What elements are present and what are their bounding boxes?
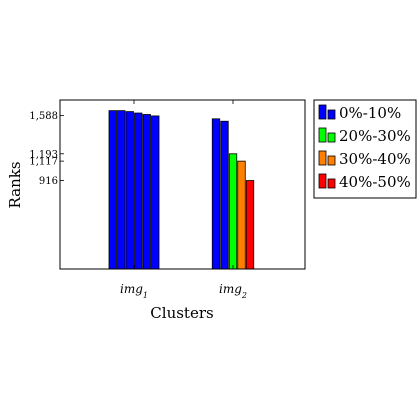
legend: 0%-10% 20%-30% 30%-40% 40%-50% xyxy=(314,100,416,198)
legend-label: 0%-10% xyxy=(339,104,401,122)
bars-layer xyxy=(109,111,254,269)
plot-frame xyxy=(60,100,305,269)
y-axis-title: Ranks xyxy=(6,161,24,208)
x-tick-label-img1: img1 xyxy=(120,282,148,300)
bar-img1-s0-2 xyxy=(126,112,134,269)
bar-img1-s0-0 xyxy=(109,111,117,269)
legend-swatch xyxy=(319,105,326,119)
bar-img2-s2-0 xyxy=(238,161,246,269)
bar-img1-s0-3 xyxy=(135,113,143,269)
bar-img2-s1-0 xyxy=(229,154,237,269)
legend-swatch xyxy=(319,128,326,142)
legend-swatch-small xyxy=(328,179,335,188)
legend-label: 20%-30% xyxy=(339,127,411,145)
bar-img2-s3-0 xyxy=(246,181,254,269)
y-tick-label: 1,193 xyxy=(29,149,58,160)
y-tick-label: 1,588 xyxy=(29,111,58,122)
bar-img2-s0-1 xyxy=(221,121,229,269)
legend-label: 30%-40% xyxy=(339,150,411,168)
bar-img2-s0-0 xyxy=(212,119,220,269)
y-tick-label: 916 xyxy=(39,176,58,187)
x-tick-label-img2: img2 xyxy=(219,282,247,300)
legend-swatch xyxy=(319,151,326,165)
legend-label: 40%-50% xyxy=(339,173,411,191)
bar-img1-s0-4 xyxy=(143,114,151,269)
legend-swatch xyxy=(319,174,326,188)
bar-img1-s0-1 xyxy=(118,111,126,269)
x-axis-title: Clusters xyxy=(150,304,213,322)
legend-swatch-small xyxy=(328,133,335,142)
legend-swatch-small xyxy=(328,110,335,119)
bar-img1-s0-5 xyxy=(152,116,160,269)
legend-swatch-small xyxy=(328,156,335,165)
